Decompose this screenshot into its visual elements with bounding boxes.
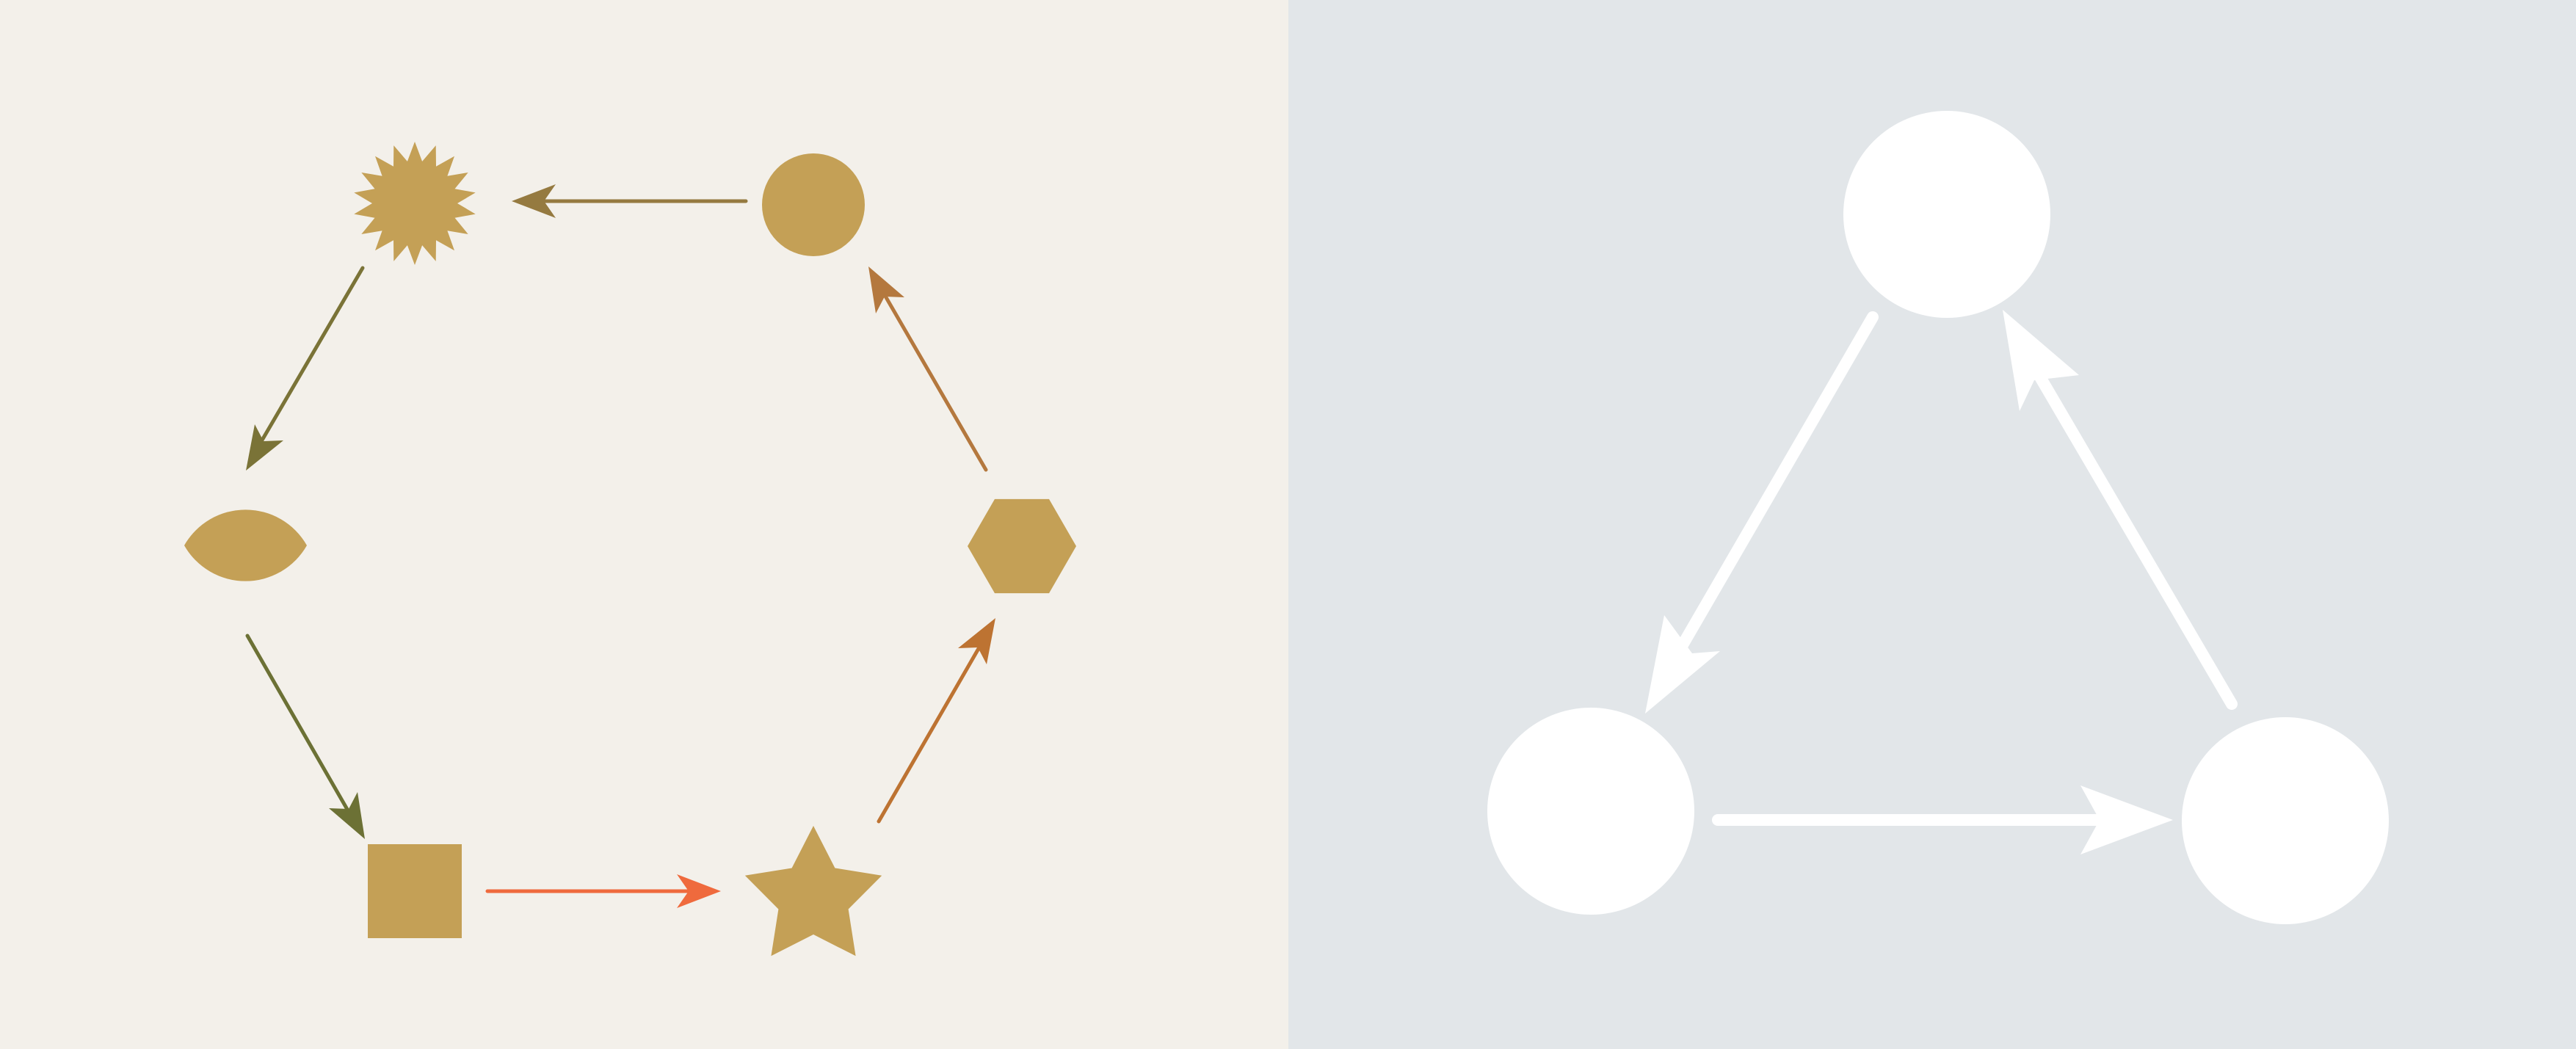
edge-circle-to-starburst [512,184,748,218]
white-circle-top [1843,111,2050,318]
edge-top-to-bottom-left [1645,311,1879,714]
edge-lens-to-square [245,634,365,839]
starburst-node [354,142,476,265]
edge-hexagon-to-circle [868,266,988,472]
edge-square-to-star [485,874,721,908]
circle-node [762,153,865,256]
edge-bottom-right-to-top [2003,310,2238,710]
white-circle-bottom-left [1487,708,1694,915]
edge-starburst-to-lens [246,266,365,471]
lens-node [184,509,307,581]
edge-bottom-left-to-bottom-right [1712,785,2173,854]
square-node [368,844,462,938]
star-node [744,826,882,957]
white-circle-bottom-right [2182,717,2389,924]
hexagon-node [968,498,1076,594]
edge-star-to-hexagon [877,618,995,824]
